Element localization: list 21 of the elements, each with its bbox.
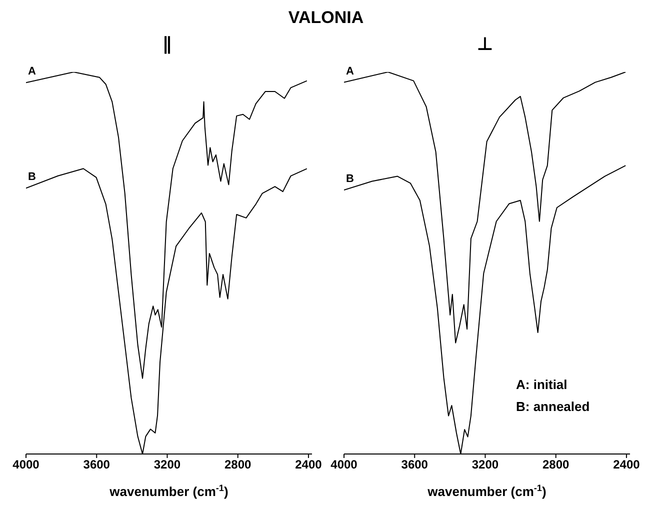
annotation: A: initial <box>516 376 568 394</box>
text: VALONIA <box>288 8 364 27</box>
x-tick-label: 3200 <box>472 458 499 472</box>
x-axis-title: wavenumber (cm$^{-1}$) <box>426 483 546 499</box>
x-tick-label: 3600 <box>401 458 428 472</box>
series-label: B <box>28 171 36 184</box>
x-tick-label: 4000 <box>330 458 358 472</box>
annotation: B: annealed <box>516 398 590 416</box>
chart-title: ⊥ <box>476 34 494 56</box>
x-tick-label: 2800 <box>224 458 252 472</box>
x-tick-label: 3600 <box>83 458 110 472</box>
series-label: B <box>346 173 354 186</box>
x-tick-label: 2400 <box>295 458 322 472</box>
x-tick-label: 4000 <box>12 458 40 472</box>
chart-title: ∥ <box>162 34 172 56</box>
x-tick-label: 3200 <box>154 458 181 472</box>
series-label: A <box>28 66 36 78</box>
series-label: A <box>346 65 354 78</box>
x-axis-title: wavenumber (cm$^{-1}$) <box>108 483 228 499</box>
x-tick-label: 2400 <box>613 458 640 472</box>
x-tick-label: 2800 <box>542 458 570 472</box>
